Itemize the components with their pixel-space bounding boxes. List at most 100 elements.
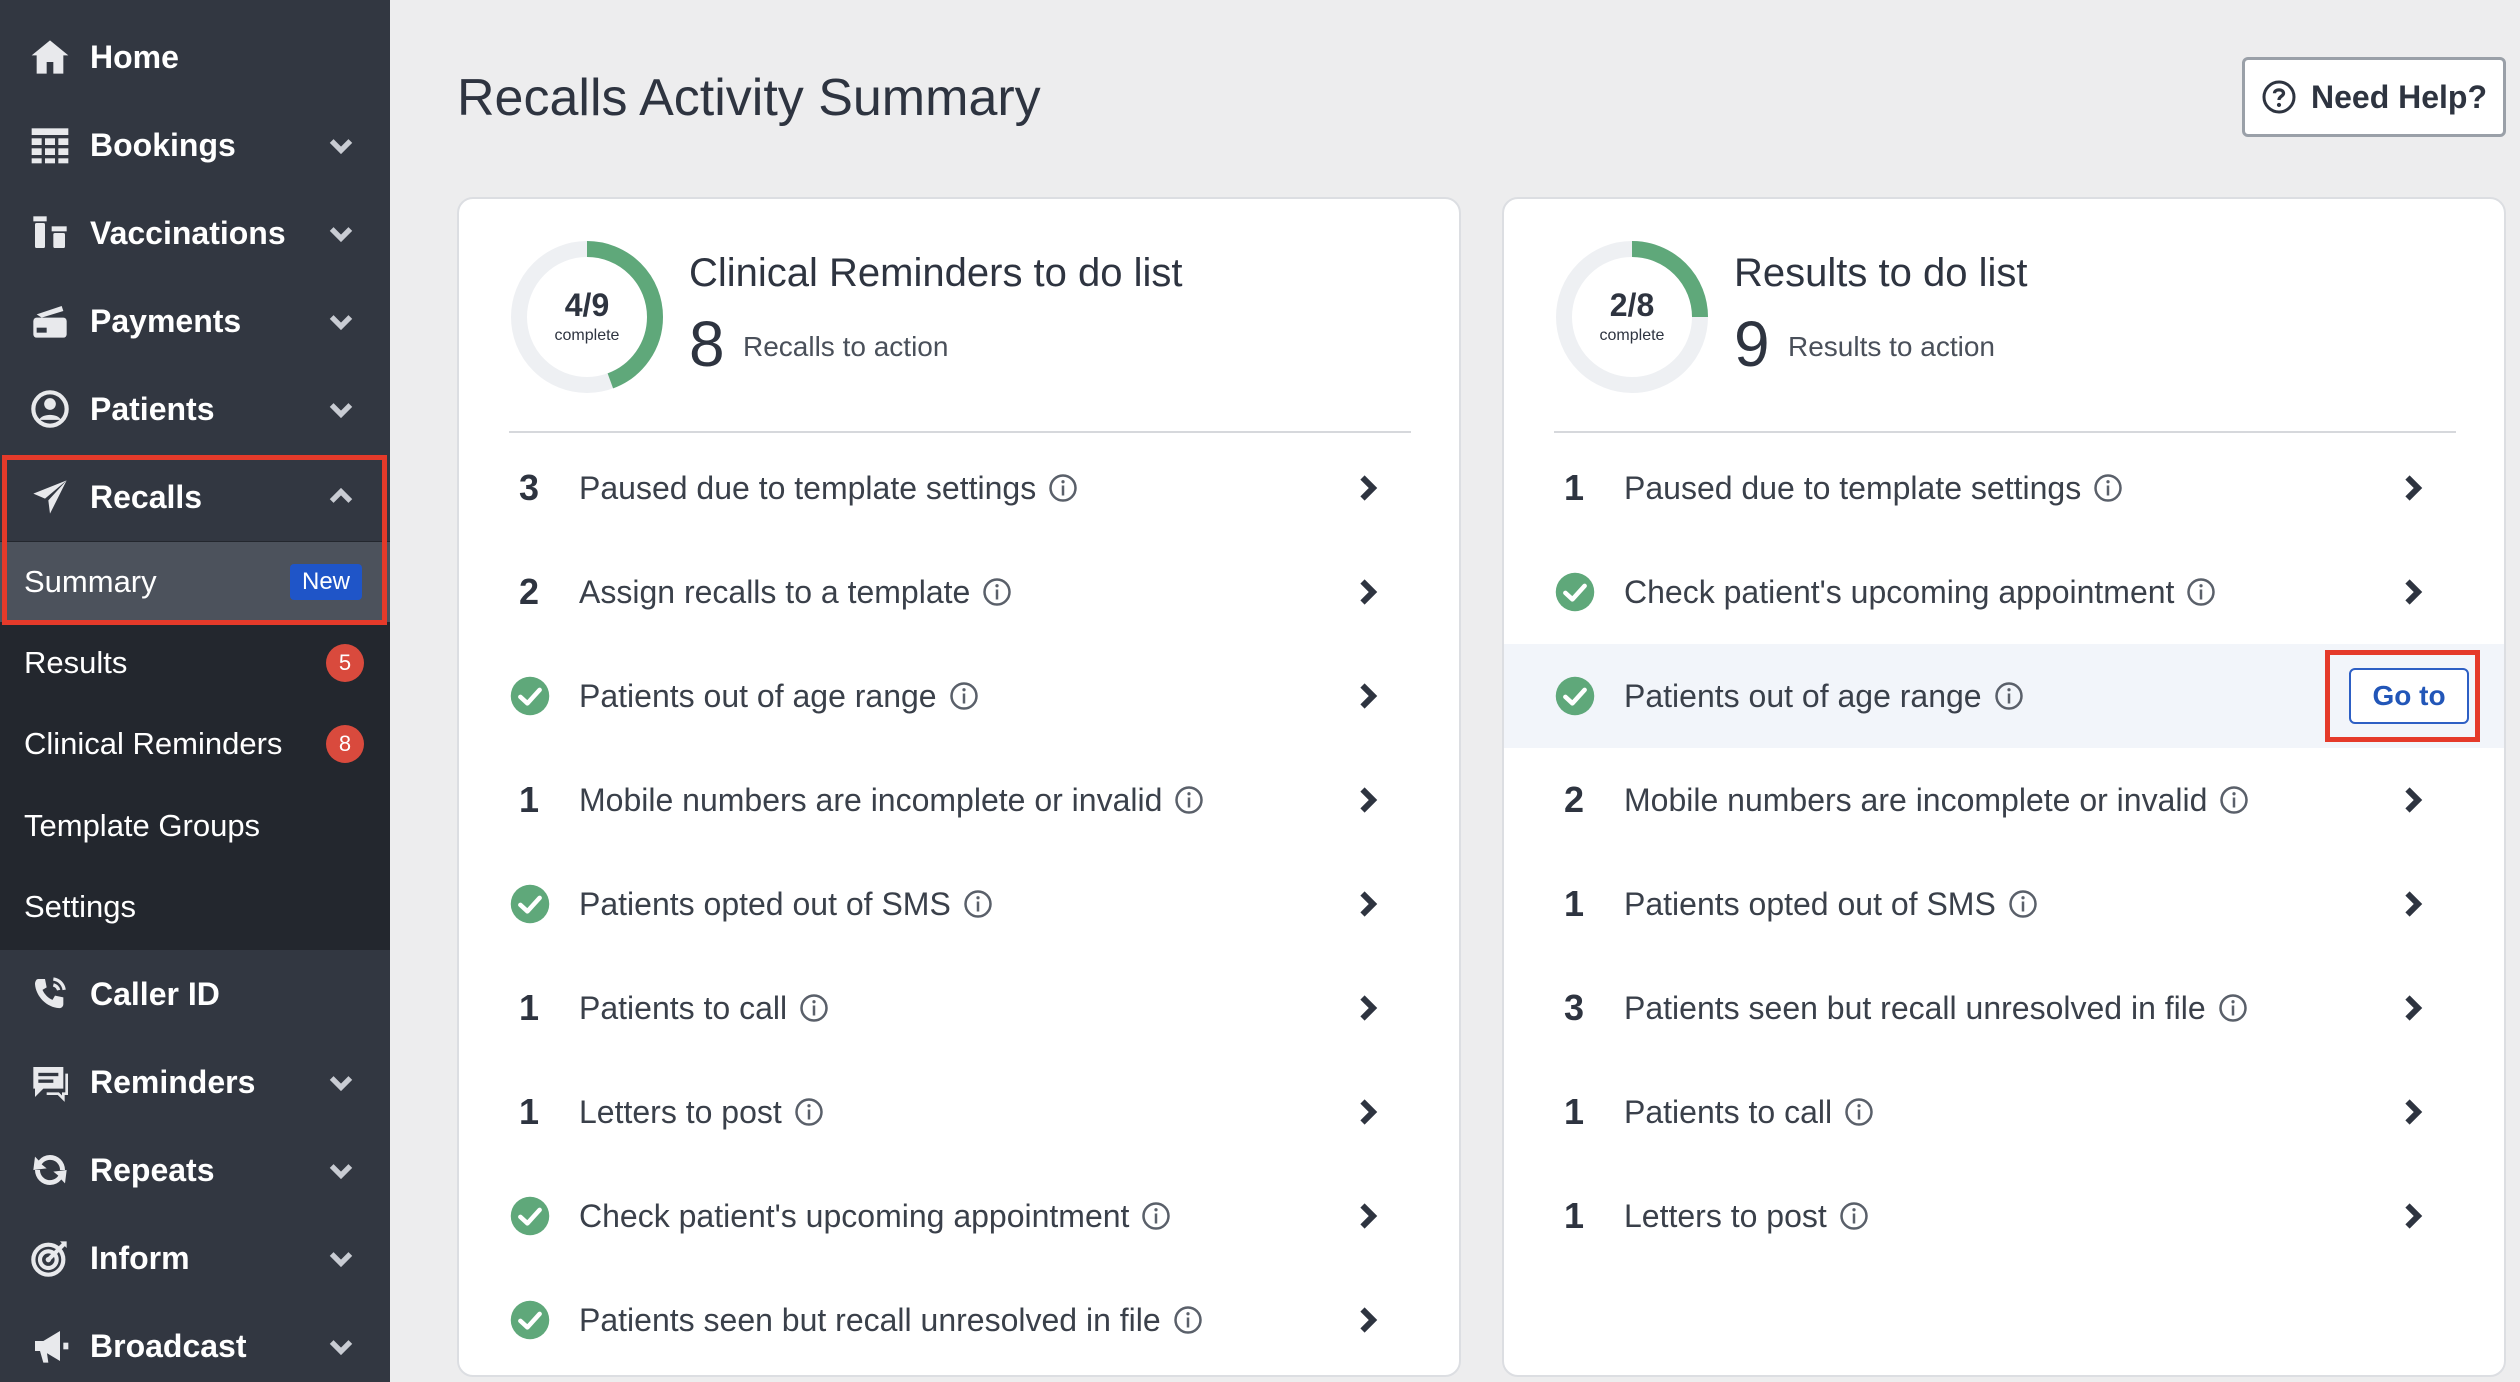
nav-home[interactable]: Home bbox=[0, 13, 390, 101]
item-label: Patients out of age range bbox=[1624, 677, 1982, 714]
chevron-right-icon[interactable] bbox=[2394, 1094, 2430, 1130]
chevron-right-icon[interactable] bbox=[1349, 1302, 1385, 1338]
need-help-button[interactable]: Need Help? bbox=[2242, 57, 2506, 137]
item-count: 3 bbox=[518, 467, 540, 508]
chevron-right-icon[interactable] bbox=[1349, 990, 1385, 1026]
info-icon[interactable] bbox=[1994, 681, 2024, 711]
chevron-right-icon[interactable] bbox=[1349, 886, 1385, 922]
list-item[interactable]: 3 Patients seen but recall unresolved in … bbox=[1504, 956, 2504, 1060]
chat-bubble-icon bbox=[28, 1060, 72, 1104]
sidebar-item-settings[interactable]: Settings bbox=[0, 867, 390, 947]
list-item[interactable]: 1 Letters to post bbox=[459, 1060, 1459, 1164]
question-circle-icon bbox=[2262, 80, 2296, 114]
item-count: 1 bbox=[1563, 467, 1585, 508]
sidebar-item-template-groups[interactable]: Template Groups bbox=[0, 786, 390, 866]
nav-caller-id[interactable]: Caller ID bbox=[0, 950, 390, 1038]
list-item[interactable]: 1 Letters to post bbox=[1504, 1164, 2504, 1268]
info-icon[interactable] bbox=[2218, 993, 2248, 1023]
nav-patients[interactable]: Patients bbox=[0, 365, 390, 453]
nav-caller-id-label: Caller ID bbox=[90, 975, 220, 1012]
info-icon[interactable] bbox=[1173, 1305, 1203, 1335]
clinical-card-header: 4/9 complete Clinical Reminders to do li… bbox=[509, 239, 1409, 399]
chevron-right-icon[interactable] bbox=[1349, 782, 1385, 818]
go-to-button[interactable]: Go to bbox=[2349, 668, 2469, 724]
item-label: Patients seen but recall unresolved in f… bbox=[1624, 989, 2206, 1026]
list-item[interactable]: 1 Mobile numbers are incomplete or invali… bbox=[459, 748, 1459, 852]
info-icon[interactable] bbox=[963, 889, 993, 919]
info-icon[interactable] bbox=[982, 577, 1012, 607]
info-icon[interactable] bbox=[2186, 577, 2216, 607]
nav-repeats-label: Repeats bbox=[90, 1151, 215, 1188]
info-icon[interactable] bbox=[2093, 473, 2123, 503]
list-item[interactable]: 1 Patients to call bbox=[459, 956, 1459, 1060]
info-icon[interactable] bbox=[2008, 889, 2038, 919]
chevron-right-icon[interactable] bbox=[1349, 574, 1385, 610]
chevron-right-icon[interactable] bbox=[1349, 1094, 1385, 1130]
item-label-group: Patients opted out of SMS bbox=[1624, 886, 2038, 923]
chevron-right-icon[interactable] bbox=[1349, 470, 1385, 506]
nav-bookings[interactable]: Bookings bbox=[0, 101, 390, 189]
sidebar-item-results[interactable]: Results 5 bbox=[0, 623, 390, 703]
info-icon[interactable] bbox=[1174, 785, 1204, 815]
nav-reminders[interactable]: Reminders bbox=[0, 1038, 390, 1126]
item-label: Check patient's upcoming appointment bbox=[1624, 573, 2175, 610]
sidebar-item-results-label: Results bbox=[24, 645, 128, 680]
item-label: Patients out of age range bbox=[579, 677, 937, 714]
home-icon bbox=[28, 35, 72, 79]
info-icon[interactable] bbox=[1141, 1201, 1171, 1231]
item-label: Paused due to template settings bbox=[579, 469, 1037, 506]
info-icon[interactable] bbox=[2219, 785, 2249, 815]
list-item[interactable]: Patients out of age range Go to bbox=[1504, 644, 2504, 748]
info-icon[interactable] bbox=[1048, 473, 1078, 503]
list-item[interactable]: Check patient's upcoming appointment bbox=[459, 1164, 1459, 1268]
info-icon[interactable] bbox=[949, 681, 979, 711]
chevron-right-icon[interactable] bbox=[2394, 782, 2430, 818]
chevron-right-icon[interactable] bbox=[1349, 1198, 1385, 1234]
item-label-group: Letters to post bbox=[1624, 1198, 1869, 1235]
list-item[interactable]: 3 Paused due to template settings bbox=[459, 436, 1459, 540]
sidebar-item-clinical-reminders[interactable]: Clinical Reminders 8 bbox=[0, 704, 390, 784]
list-item[interactable]: Patients seen but recall unresolved in f… bbox=[459, 1268, 1459, 1372]
nav-repeats[interactable]: Repeats bbox=[0, 1126, 390, 1214]
nav-recalls-label: Recalls bbox=[90, 478, 203, 515]
chevron-down-icon bbox=[325, 1154, 357, 1186]
sidebar-item-clinical-label: Clinical Reminders bbox=[24, 726, 283, 761]
info-icon[interactable] bbox=[1839, 1201, 1869, 1231]
clinical-complete-label: complete bbox=[554, 327, 620, 344]
check-circle-icon bbox=[509, 675, 551, 717]
item-label-group: Assign recalls to a template bbox=[579, 574, 1012, 611]
item-label-group: Patients to call bbox=[579, 990, 829, 1027]
chevron-right-icon[interactable] bbox=[2394, 990, 2430, 1026]
check-circle-icon bbox=[509, 1195, 551, 1237]
chevron-right-icon[interactable] bbox=[2394, 886, 2430, 922]
item-count: 1 bbox=[1563, 1091, 1585, 1132]
list-item[interactable]: Check patient's upcoming appointment bbox=[1504, 540, 2504, 644]
list-item[interactable]: 1 Patients opted out of SMS bbox=[1504, 852, 2504, 956]
list-item[interactable]: 2 Assign recalls to a template bbox=[459, 540, 1459, 644]
list-item[interactable]: 2 Mobile numbers are incomplete or invali… bbox=[1504, 748, 2504, 852]
recalls-submenu: Summary New Results 5 Clinical Reminders… bbox=[0, 541, 390, 950]
info-icon[interactable] bbox=[799, 993, 829, 1023]
info-icon[interactable] bbox=[1844, 1097, 1874, 1127]
list-item[interactable]: 1 Patients to call bbox=[1504, 1060, 2504, 1164]
chevron-right-icon[interactable] bbox=[2394, 470, 2430, 506]
nav-patients-label: Patients bbox=[90, 390, 215, 427]
payment-card-icon bbox=[28, 299, 72, 343]
nav-broadcast[interactable]: Broadcast bbox=[0, 1302, 390, 1382]
nav-vaccinations[interactable]: Vaccinations bbox=[0, 189, 390, 277]
list-item[interactable]: Patients opted out of SMS bbox=[459, 852, 1459, 956]
list-item[interactable]: 1 Paused due to template settings bbox=[1504, 436, 2504, 540]
list-item[interactable]: Patients out of age range bbox=[459, 644, 1459, 748]
sidebar-item-summary[interactable]: Summary New bbox=[0, 542, 390, 622]
clinical-card-title: Clinical Reminders to do list bbox=[689, 251, 1183, 295]
clinical-reminders-card: 4/9 complete Clinical Reminders to do li… bbox=[457, 197, 1461, 1377]
chevron-right-icon[interactable] bbox=[2394, 1198, 2430, 1234]
nav-payments[interactable]: Payments bbox=[0, 277, 390, 365]
item-label: Letters to post bbox=[1624, 1197, 1827, 1234]
nav-inform[interactable]: Inform bbox=[0, 1214, 390, 1302]
info-icon[interactable] bbox=[794, 1097, 824, 1127]
chevron-right-icon[interactable] bbox=[1349, 678, 1385, 714]
chevron-right-icon[interactable] bbox=[2394, 574, 2430, 610]
new-badge: New bbox=[290, 564, 363, 600]
nav-recalls[interactable]: Recalls bbox=[0, 453, 390, 541]
